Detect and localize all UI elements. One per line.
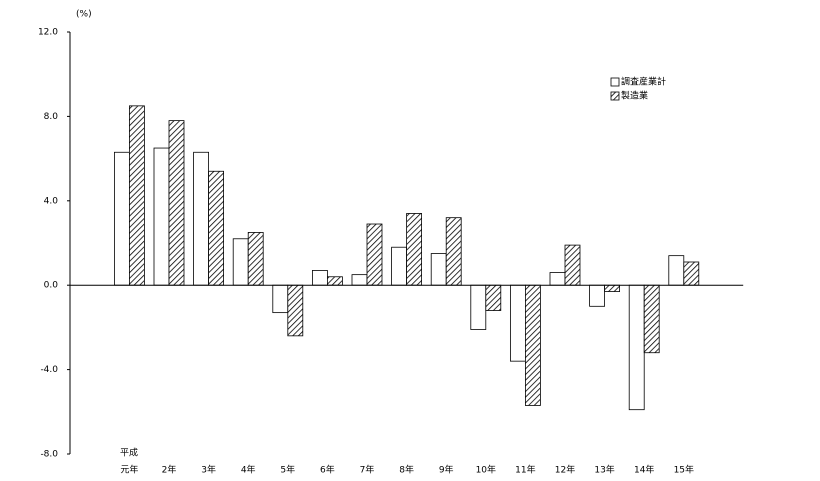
bar — [589, 284, 605, 307]
bar — [326, 276, 343, 286]
bar — [351, 274, 368, 286]
y-tick-label: 12.0 — [38, 28, 58, 38]
x-tick-label: 7年 — [360, 464, 375, 476]
bar — [564, 244, 581, 286]
legend-label: 製造業 — [621, 90, 648, 102]
bar — [470, 284, 487, 330]
bar — [247, 232, 264, 286]
x-tick-label: 元年 — [120, 464, 138, 476]
y-tick-label: 4.0 — [44, 196, 59, 206]
bar — [114, 151, 130, 286]
bar — [683, 261, 700, 286]
x-tick-label: 4年 — [241, 464, 256, 476]
bar — [485, 284, 502, 311]
x-tick-label: 12年 — [555, 464, 575, 476]
x-tick-label: 5年 — [280, 464, 295, 476]
bar — [208, 170, 225, 286]
bar — [525, 284, 541, 406]
y-tick-label: 8.0 — [44, 112, 59, 122]
x-tick-label: 8年 — [399, 464, 414, 476]
bar — [168, 120, 185, 286]
bar — [153, 147, 170, 286]
bar — [272, 284, 289, 314]
bar — [430, 253, 447, 286]
bar — [445, 217, 462, 286]
bar — [193, 151, 210, 286]
y-tick-label: -8.0 — [40, 450, 58, 460]
y-unit: (%) — [76, 10, 92, 20]
x-tick-label: 6年 — [320, 464, 335, 476]
bar — [643, 284, 660, 354]
x-tick-label: 13年 — [594, 464, 614, 476]
y-tick-label: -4.0 — [40, 365, 58, 375]
era-label: 平成 — [120, 447, 138, 459]
bar — [604, 284, 620, 292]
legend-swatch — [610, 77, 620, 87]
x-tick-label: 9年 — [439, 464, 454, 476]
bar — [287, 284, 304, 337]
bar — [391, 246, 408, 286]
x-tick-label: 11年 — [515, 464, 535, 476]
x-tick-label: 14年 — [634, 464, 654, 476]
bar — [406, 213, 423, 286]
bar — [311, 270, 328, 286]
x-tick-label: 3年 — [201, 464, 216, 476]
x-tick-label: 15年 — [674, 464, 694, 476]
bar — [628, 284, 645, 411]
x-tick-label: 2年 — [162, 464, 177, 476]
bar — [366, 223, 383, 286]
bar — [549, 272, 566, 286]
legend-swatch — [610, 91, 620, 101]
x-tick-label: 10年 — [476, 464, 496, 476]
legend-label: 調査産業計 — [621, 76, 666, 88]
bar — [232, 238, 249, 286]
bar — [509, 284, 526, 362]
bar — [668, 255, 685, 286]
y-tick-label: 0.0 — [44, 281, 59, 291]
bar — [128, 105, 145, 286]
